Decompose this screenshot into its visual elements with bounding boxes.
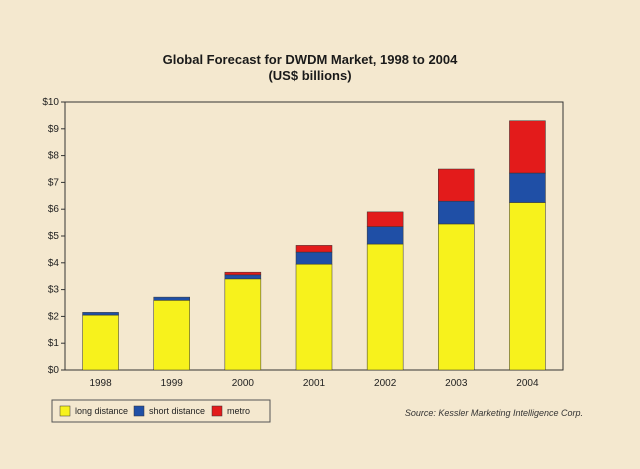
bar-short-distance-1998	[82, 312, 119, 316]
bar-metro-2000	[224, 271, 262, 276]
x-tick-label: 2000	[232, 378, 255, 389]
chart-subtitle: (US$ billions)	[268, 68, 351, 83]
y-tick-label: $8	[48, 151, 60, 162]
legend-label: metro	[227, 406, 250, 416]
x-tick-label: 2002	[374, 378, 397, 389]
y-tick-label: $10	[42, 97, 59, 108]
x-tick-label: 2003	[445, 378, 468, 389]
y-axis: $0 $1 $2 $3 $4 $5 $6 $7 $8 $9 $10	[42, 97, 65, 376]
bar-long-distance-2004	[509, 202, 546, 371]
bar-metro-2002	[366, 211, 404, 227]
bar-short-distance-2001	[295, 251, 333, 265]
bar-metro-2003	[438, 168, 475, 202]
legend-box	[51, 399, 271, 423]
x-axis: 1998 1999 2000 2001 2002 2003 2004	[89, 378, 539, 389]
legend-swatch	[211, 405, 223, 417]
y-tick-label: $2	[48, 311, 60, 322]
bar-long-distance-1999	[153, 300, 190, 371]
bar-long-distance-2001	[295, 263, 333, 371]
bar-short-distance-1999	[153, 296, 190, 301]
x-tick-label: 2001	[303, 378, 326, 389]
bar-short-distance-2000	[224, 274, 262, 280]
y-tick-label: $5	[48, 231, 60, 242]
bar-metro-2001	[295, 245, 333, 253]
y-tick-label: $9	[48, 124, 60, 135]
bar-short-distance-2002	[366, 226, 404, 245]
y-tick-label: $3	[48, 285, 60, 296]
chart-title: Global Forecast for DWDM Market, 1998 to…	[163, 52, 459, 67]
y-tick-label: $1	[48, 338, 60, 349]
bars-group	[82, 120, 546, 371]
legend-swatch	[59, 405, 71, 417]
x-tick-label: 1998	[89, 378, 112, 389]
bar-long-distance-2003	[438, 223, 475, 371]
bar-metro-2004	[509, 120, 546, 174]
legend: long distance short distance metro	[59, 405, 250, 417]
bar-short-distance-2003	[438, 200, 475, 225]
y-tick-label: $0	[48, 365, 60, 376]
legend-label: long distance	[75, 406, 128, 416]
bar-long-distance-2002	[366, 243, 404, 371]
legend-label: short distance	[149, 406, 205, 416]
y-tick-label: $6	[48, 204, 60, 215]
bar-long-distance-1998	[82, 314, 119, 371]
x-tick-label: 1999	[161, 378, 184, 389]
bar-short-distance-2004	[509, 172, 546, 203]
y-tick-label: $7	[48, 177, 60, 188]
bar-long-distance-2000	[224, 278, 262, 371]
legend-swatch	[133, 405, 145, 417]
x-tick-label: 2004	[516, 378, 539, 389]
source-note: Source: Kessler Marketing Intelligence C…	[405, 408, 583, 418]
y-tick-label: $4	[48, 258, 60, 269]
